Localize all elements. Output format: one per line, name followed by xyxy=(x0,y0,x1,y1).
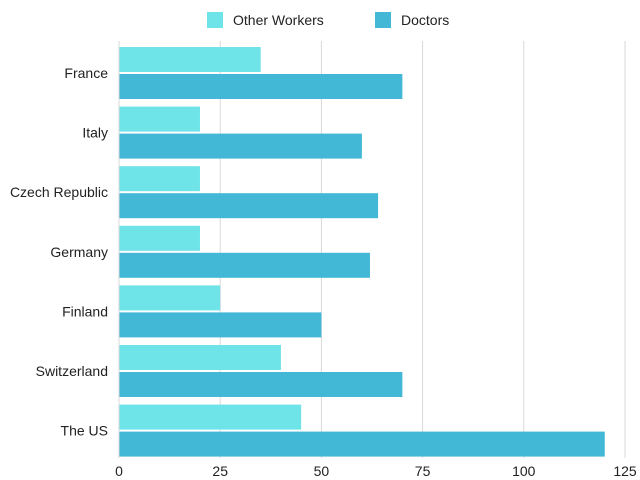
category-label-france: France xyxy=(64,65,108,81)
legend-label-other-workers: Other Workers xyxy=(233,12,324,28)
bar-other-workers-italy xyxy=(119,106,200,132)
bar-doctors-switzerland xyxy=(119,372,403,397)
category-label-finland: Finland xyxy=(62,303,108,319)
bar-other-workers-switzerland xyxy=(119,345,281,370)
legend-item-other-workers: Other Workers xyxy=(207,12,324,28)
legend-swatch-doctors xyxy=(375,12,391,28)
bar-doctors-germany xyxy=(119,252,370,278)
x-tick-label-50: 50 xyxy=(314,463,330,479)
x-tick-label-100: 100 xyxy=(512,463,536,479)
legend: Other Workers Doctors xyxy=(0,8,640,32)
x-tick-label-25: 25 xyxy=(212,463,228,479)
x-tick-label-0: 0 xyxy=(115,463,123,479)
category-label-switzerland: Switzerland xyxy=(36,363,108,379)
bar-other-workers-germany xyxy=(119,225,200,251)
bar-doctors-france xyxy=(119,74,403,99)
category-label-italy: Italy xyxy=(82,125,108,141)
category-label-the-us: The US xyxy=(61,423,108,439)
bar-other-workers-the-us xyxy=(119,404,302,430)
bar-doctors-czech-republic xyxy=(119,193,379,219)
x-tick-label-75: 75 xyxy=(415,463,431,479)
bar-other-workers-czech-republic xyxy=(119,166,200,192)
bar-doctors-the-us xyxy=(119,431,605,457)
legend-swatch-other-workers xyxy=(207,12,223,28)
legend-label-doctors: Doctors xyxy=(401,12,450,28)
bar-other-workers-france xyxy=(119,47,261,72)
legend-item-doctors: Doctors xyxy=(375,12,449,28)
category-label-germany: Germany xyxy=(50,244,108,260)
bar-other-workers-finland xyxy=(119,285,221,311)
bar-doctors-italy xyxy=(119,133,362,159)
bar-doctors-finland xyxy=(119,312,322,338)
category-label-czech-republic: Czech Republic xyxy=(10,184,108,200)
x-tick-label-125: 125 xyxy=(613,463,637,479)
